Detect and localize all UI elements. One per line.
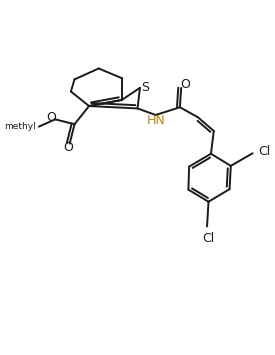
Text: methyl: methyl — [32, 126, 37, 127]
Text: Cl: Cl — [202, 232, 214, 245]
Text: Cl: Cl — [259, 145, 271, 158]
Text: S: S — [141, 81, 149, 94]
Text: methyl: methyl — [4, 122, 35, 131]
Text: methyl: methyl — [32, 126, 37, 127]
Text: O: O — [46, 111, 56, 124]
Text: O: O — [180, 78, 190, 92]
Text: HN: HN — [147, 114, 166, 127]
Text: O: O — [64, 141, 73, 154]
